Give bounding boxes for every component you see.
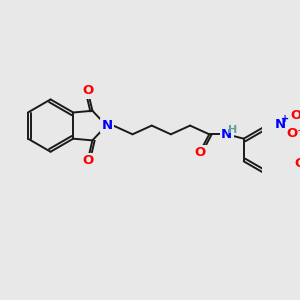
Text: N: N bbox=[221, 128, 232, 141]
Text: H: H bbox=[228, 125, 237, 135]
Text: O: O bbox=[290, 110, 300, 122]
Text: O: O bbox=[82, 154, 94, 167]
Text: N: N bbox=[274, 118, 286, 131]
Text: O: O bbox=[294, 157, 300, 169]
Text: O: O bbox=[82, 84, 94, 97]
Text: +: + bbox=[281, 114, 289, 124]
Text: O⁻: O⁻ bbox=[286, 127, 300, 140]
Text: N: N bbox=[102, 119, 113, 132]
Text: O: O bbox=[194, 146, 205, 159]
